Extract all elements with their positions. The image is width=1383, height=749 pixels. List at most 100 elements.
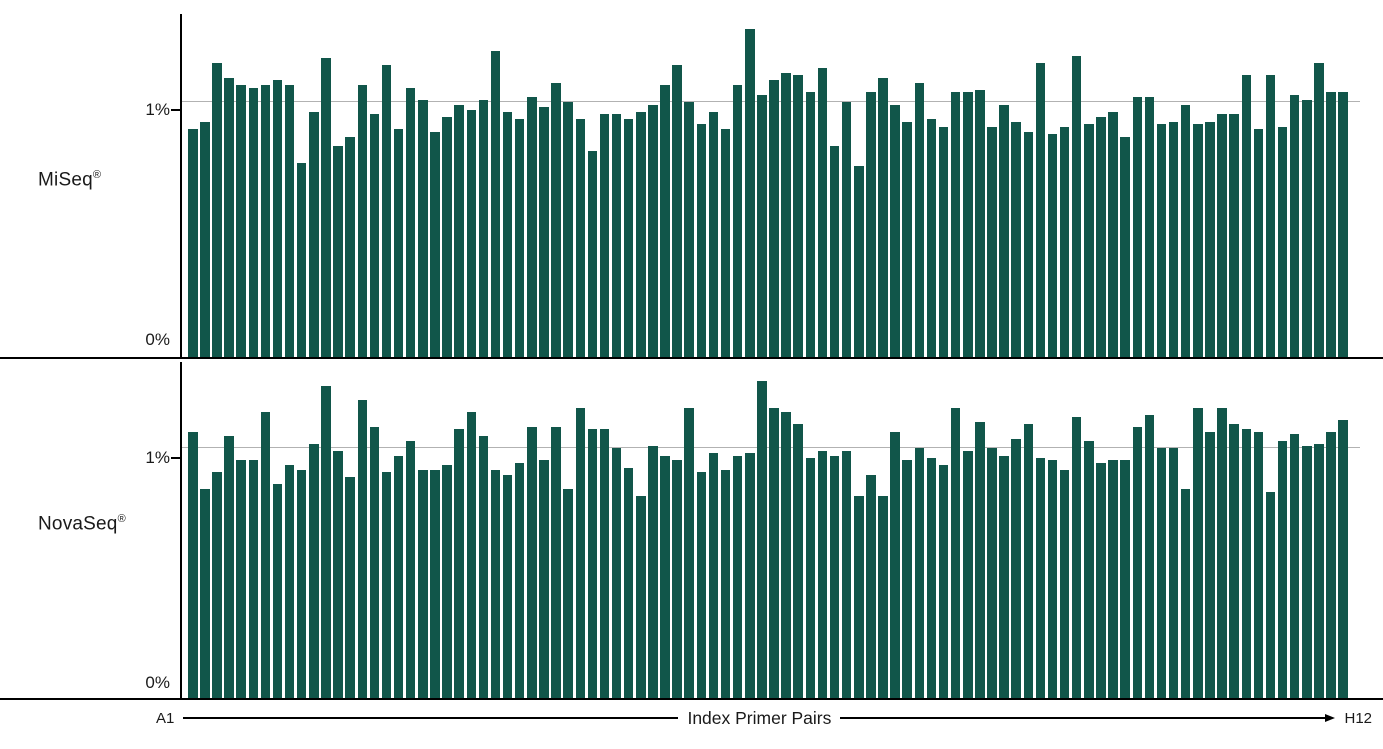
bar — [454, 104, 464, 357]
bar — [950, 407, 961, 698]
bar — [975, 89, 985, 357]
registered-mark: ® — [117, 513, 126, 525]
bar — [914, 82, 925, 357]
bar — [1144, 414, 1155, 698]
bar — [648, 446, 658, 698]
bar — [357, 85, 368, 357]
bar — [636, 496, 646, 698]
bar — [224, 436, 234, 698]
x-axis-title: Index Primer Pairs — [687, 707, 832, 728]
bar — [708, 112, 719, 357]
bar — [757, 381, 767, 698]
bar — [926, 119, 937, 357]
bar — [309, 443, 319, 698]
bar — [1302, 446, 1312, 698]
bar — [248, 460, 259, 698]
bar — [854, 496, 864, 698]
bar — [248, 87, 259, 357]
bar — [551, 426, 561, 698]
bar — [745, 453, 755, 698]
bar — [236, 460, 246, 698]
bar — [333, 450, 343, 698]
bar — [1047, 134, 1058, 357]
bar — [200, 121, 210, 357]
bar — [829, 455, 840, 698]
bar — [188, 129, 198, 357]
bar — [1108, 460, 1118, 698]
bar — [587, 151, 598, 357]
novaseq-plot — [182, 362, 1360, 698]
tick-mark-1pct-top — [171, 109, 181, 111]
bar — [1084, 441, 1094, 698]
ytick-0pct-bottom: 0% — [145, 673, 170, 692]
bar — [1144, 97, 1155, 357]
bar — [296, 163, 307, 357]
bar — [854, 165, 864, 357]
bar — [296, 470, 307, 698]
bar — [563, 102, 573, 357]
bar — [1253, 129, 1264, 357]
bar — [648, 104, 658, 357]
bar — [793, 75, 803, 357]
ytick-1pct-top: 1% — [145, 100, 170, 119]
bar — [684, 102, 694, 357]
bar — [321, 58, 331, 357]
bar — [514, 462, 525, 698]
bar — [490, 50, 501, 357]
bar — [1168, 448, 1179, 698]
x-end-label: H12 — [1344, 709, 1373, 727]
bar — [817, 450, 828, 698]
bar — [1265, 491, 1276, 698]
bar — [1326, 431, 1336, 698]
bar — [1120, 136, 1130, 357]
bar — [1180, 489, 1191, 698]
bar — [599, 429, 610, 698]
bar — [720, 470, 731, 698]
bar — [781, 412, 791, 698]
bar — [1011, 121, 1021, 357]
bar — [975, 422, 985, 698]
bar — [527, 426, 537, 698]
bar — [1241, 75, 1252, 357]
bar — [708, 453, 719, 698]
bar — [393, 455, 404, 698]
bar — [1156, 124, 1167, 357]
bar — [502, 112, 513, 357]
bar — [1084, 124, 1094, 357]
bar — [405, 441, 416, 698]
bar — [309, 112, 319, 357]
bar — [914, 448, 925, 698]
bar — [333, 146, 343, 357]
bar — [1168, 121, 1179, 357]
bar — [200, 489, 210, 698]
bar — [1277, 441, 1288, 698]
bar — [781, 72, 791, 357]
bottom-axis-line — [0, 698, 1383, 700]
bar — [272, 80, 283, 357]
bar — [672, 460, 682, 698]
bar — [1023, 131, 1034, 357]
bar — [575, 407, 585, 698]
bar — [284, 465, 295, 698]
bar — [1180, 104, 1191, 357]
bar — [926, 458, 937, 698]
bar — [514, 119, 525, 357]
bar — [1289, 94, 1300, 357]
bar — [466, 412, 477, 698]
bar — [720, 129, 731, 357]
bar — [611, 448, 622, 698]
bar — [1011, 438, 1021, 698]
bar — [902, 121, 912, 357]
bar — [963, 450, 973, 698]
bar — [345, 477, 355, 698]
bar — [684, 407, 694, 698]
bar — [260, 85, 271, 357]
bar — [902, 460, 912, 698]
bar — [1265, 75, 1276, 357]
bar — [442, 465, 452, 698]
bar — [950, 92, 961, 357]
bar — [938, 465, 949, 698]
bar — [732, 85, 743, 357]
bar — [369, 426, 380, 698]
bar — [563, 489, 573, 698]
